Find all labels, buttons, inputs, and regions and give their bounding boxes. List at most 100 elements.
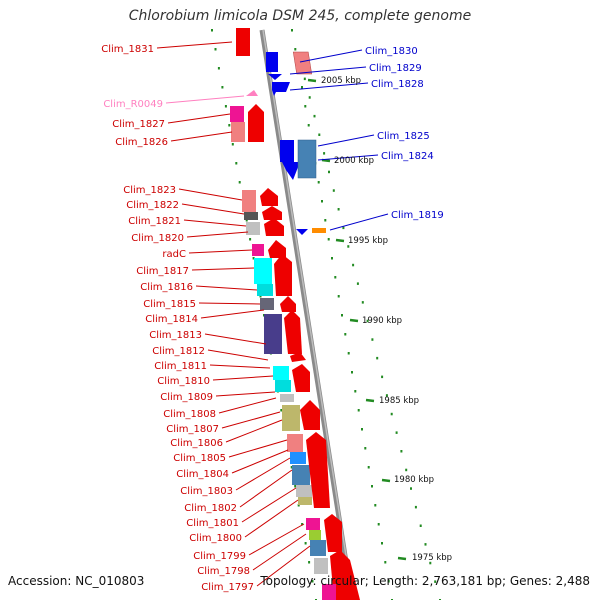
- gene-block-bottom-pink[interactable]: [322, 584, 336, 600]
- guide-dot: [291, 29, 293, 32]
- guide-dot: [367, 466, 370, 469]
- gene-label-clim1825[interactable]: Clim_1825: [377, 131, 430, 142]
- gene-label-clim1799[interactable]: Clim_1799: [193, 551, 246, 562]
- gene-label-clim1802[interactable]: Clim_1802: [184, 503, 237, 514]
- leader-line: [204, 333, 267, 345]
- gene-label-clim1804[interactable]: Clim_1804: [176, 469, 229, 480]
- gene-block-clim1797[interactable]: [310, 540, 326, 556]
- gene-label-clim-r0049[interactable]: Clim_R0049: [103, 99, 163, 110]
- gene-label-clim1805[interactable]: Clim_1805: [173, 453, 226, 464]
- gene-label-radc[interactable]: radC: [162, 249, 186, 260]
- gene-block-clim1821[interactable]: [246, 222, 260, 235]
- gene-block-clim1816[interactable]: [257, 284, 273, 296]
- gene-label-clim1820[interactable]: Clim_1820: [131, 233, 184, 244]
- gene-arrow-clim1799[interactable]: [324, 514, 342, 552]
- gene-block-clim1825[interactable]: [280, 140, 294, 162]
- gene-label-clim1816[interactable]: Clim_1816: [140, 282, 193, 293]
- gene-label-clim1797[interactable]: Clim_1797: [201, 582, 254, 593]
- gene-block-clim1823[interactable]: [242, 190, 256, 212]
- gene-arrow-clim1815[interactable]: [280, 296, 296, 312]
- gene-label-clim1813[interactable]: Clim_1813: [149, 330, 202, 341]
- gene-block-clim1822[interactable]: [244, 212, 258, 220]
- guide-dot: [361, 301, 364, 304]
- gene-arrow-clim1823[interactable]: [260, 188, 278, 206]
- guide-dot: [434, 580, 437, 583]
- gene-arrow-radc[interactable]: [268, 240, 286, 258]
- guide-dot: [376, 356, 379, 360]
- leader-line: [215, 391, 276, 397]
- rna-clim-r0049[interactable]: [246, 90, 258, 96]
- gene-block-clim1802[interactable]: [292, 465, 310, 485]
- gene-block-clim1804[interactable]: [287, 434, 303, 452]
- gene-block-clim1797b[interactable]: [314, 558, 328, 574]
- gene-arrow-clim1814[interactable]: [284, 310, 302, 354]
- gene-block-clim1799[interactable]: [306, 518, 320, 530]
- gene-block-clim1815[interactable]: [260, 298, 274, 310]
- gene-arrow-clim1822[interactable]: [262, 206, 282, 220]
- gene-arrow-clim1797[interactable]: [330, 550, 360, 600]
- gene-label-clim1827[interactable]: Clim_1827: [112, 119, 165, 130]
- gene-arrow-clim1827[interactable]: [248, 104, 264, 142]
- leader-line: [289, 66, 367, 75]
- leader-line: [186, 231, 249, 238]
- gene-arrow-clim1819[interactable]: [296, 229, 308, 235]
- gene-label-clim1808[interactable]: Clim_1808: [163, 409, 216, 420]
- gene-label-clim1810[interactable]: Clim_1810: [157, 376, 210, 387]
- gene-arrow-clim1828[interactable]: [272, 82, 290, 96]
- gene-label-clim1817[interactable]: Clim_1817: [136, 266, 189, 277]
- gene-block-clim1817[interactable]: [254, 258, 272, 284]
- gene-block-clim1829[interactable]: [266, 52, 278, 72]
- gene-block-clim1808[interactable]: [275, 380, 291, 392]
- gene-label-clim1821[interactable]: Clim_1821: [128, 216, 181, 227]
- gene-label-clim1819[interactable]: Clim_1819: [391, 210, 444, 221]
- gene-arrow-clim1809[interactable]: [292, 364, 310, 392]
- gene-label-clim1814[interactable]: Clim_1814: [145, 314, 198, 325]
- gene-arrow-clim1825[interactable]: [282, 162, 300, 180]
- gene-label-clim1811[interactable]: Clim_1811: [154, 361, 207, 372]
- gene-label-clim1812[interactable]: Clim_1812: [152, 346, 205, 357]
- gene-label-clim1798[interactable]: Clim_1798: [197, 566, 250, 577]
- gene-block-clim1831[interactable]: [236, 28, 250, 56]
- gene-label-clim1806[interactable]: Clim_1806: [170, 438, 223, 449]
- gene-label-clim1826[interactable]: Clim_1826: [115, 137, 168, 148]
- gene-block-clim1805[interactable]: [282, 405, 300, 431]
- gene-block-clim1806[interactable]: [280, 394, 294, 402]
- gene-block-clim1809[interactable]: [273, 366, 289, 380]
- leader-line: [195, 285, 258, 291]
- gene-label-clim1830[interactable]: Clim_1830: [365, 46, 418, 57]
- gene-label-clim1831[interactable]: Clim_1831: [101, 44, 154, 55]
- gene-block-clim1826[interactable]: [231, 122, 245, 142]
- gene-label-clim1823[interactable]: Clim_1823: [123, 185, 176, 196]
- guide-dot: [290, 466, 293, 469]
- gene-label-clim1807[interactable]: Clim_1807: [166, 424, 219, 435]
- gene-label-clim1822[interactable]: Clim_1822: [126, 200, 179, 211]
- guide-dot: [371, 485, 373, 488]
- gene-label-clim1800[interactable]: Clim_1800: [189, 533, 242, 544]
- gene-block-clim1800[interactable]: [298, 497, 312, 505]
- gene-block-clim1798[interactable]: [309, 530, 321, 540]
- gene-block-clim1803[interactable]: [290, 452, 306, 464]
- coordinate-labels: 2005 kbp 2000 kbp 1995 kbp 1990 kbp 1985…: [321, 76, 452, 563]
- gene-label-clim1801[interactable]: Clim_1801: [186, 518, 239, 529]
- gene-block-clim1830[interactable]: [292, 51, 313, 75]
- gene-block-radc[interactable]: [252, 244, 264, 256]
- gene-label-clim1828[interactable]: Clim_1828: [371, 79, 424, 90]
- gene-block-clim1819-orange[interactable]: [312, 228, 326, 233]
- gene-label-clim1824[interactable]: Clim_1824: [381, 151, 434, 162]
- gene-block-clim1824[interactable]: [297, 139, 317, 179]
- gene-label-clim1803[interactable]: Clim_1803: [180, 486, 233, 497]
- gene-block-clim1801[interactable]: [296, 485, 312, 497]
- gene-label-clim1809[interactable]: Clim_1809: [160, 392, 213, 403]
- gene-arrow-clim1817[interactable]: [274, 254, 292, 296]
- guide-dot: [429, 561, 432, 565]
- gene-block-clim1814[interactable]: [264, 314, 282, 354]
- guide-dot: [231, 143, 234, 146]
- gene-arrow-clim1805[interactable]: [300, 400, 320, 430]
- gene-arrow-clim1804[interactable]: [306, 432, 330, 508]
- gene-arrow-clim1829[interactable]: [268, 74, 282, 80]
- gene-label-clim1829[interactable]: Clim_1829: [369, 63, 422, 74]
- gene-block-clim1827[interactable]: [230, 106, 244, 122]
- gene-label-clim1815[interactable]: Clim_1815: [143, 299, 196, 310]
- gene-arrow-clim1811[interactable]: [290, 352, 306, 362]
- gene-arrow-clim1820[interactable]: [264, 218, 284, 236]
